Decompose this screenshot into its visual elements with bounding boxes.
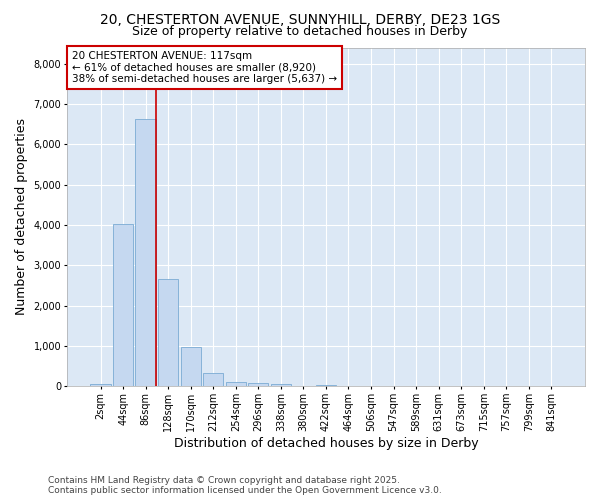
Bar xyxy=(316,385,336,386)
Bar xyxy=(203,372,223,386)
Bar xyxy=(181,348,201,387)
Bar xyxy=(271,384,291,386)
Bar xyxy=(136,120,156,386)
Text: Size of property relative to detached houses in Derby: Size of property relative to detached ho… xyxy=(133,25,467,38)
Text: 20 CHESTERTON AVENUE: 117sqm
← 61% of detached houses are smaller (8,920)
38% of: 20 CHESTERTON AVENUE: 117sqm ← 61% of de… xyxy=(72,51,337,84)
Text: Contains HM Land Registry data © Crown copyright and database right 2025.: Contains HM Land Registry data © Crown c… xyxy=(48,476,400,485)
Bar xyxy=(248,383,268,386)
Bar xyxy=(158,280,178,386)
Bar xyxy=(91,384,110,386)
X-axis label: Distribution of detached houses by size in Derby: Distribution of detached houses by size … xyxy=(173,437,478,450)
Y-axis label: Number of detached properties: Number of detached properties xyxy=(15,118,28,316)
Text: 20, CHESTERTON AVENUE, SUNNYHILL, DERBY, DE23 1GS: 20, CHESTERTON AVENUE, SUNNYHILL, DERBY,… xyxy=(100,12,500,26)
Bar xyxy=(113,224,133,386)
Bar xyxy=(226,382,246,386)
Text: Contains public sector information licensed under the Open Government Licence v3: Contains public sector information licen… xyxy=(48,486,442,495)
